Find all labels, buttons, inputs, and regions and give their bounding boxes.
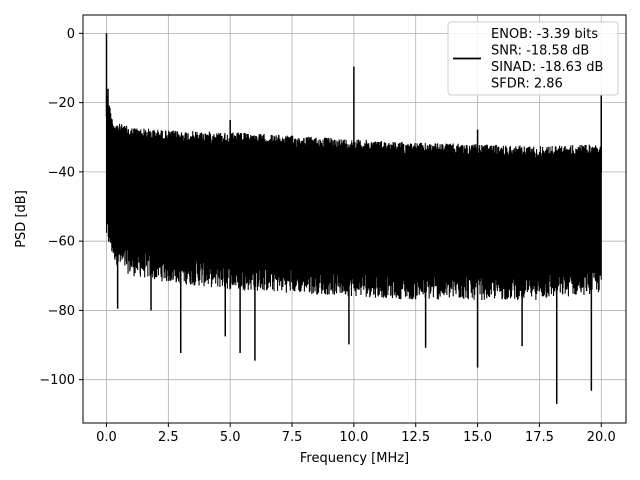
axis-ticks: 0.0 2.5 5.0 7.5 10.0 12.5 15.0 17.5 20.0 0 −20 −40 −… bbox=[39, 27, 615, 445]
psd-series-line bbox=[105, 96, 602, 300]
legend-box bbox=[447, 21, 619, 96]
plot-area bbox=[105, 33, 603, 404]
x-tick-label: 20.0 bbox=[587, 430, 616, 445]
legend-line-3: SINAD: -18.63 dB bbox=[491, 60, 603, 75]
x-tick-label: 7.5 bbox=[282, 430, 303, 445]
x-tick-label: 2.5 bbox=[158, 430, 179, 445]
x-tick-label: 17.5 bbox=[525, 430, 554, 445]
y-tick-label: −20 bbox=[48, 96, 75, 111]
legend-line-1: ENOB: -3.39 bits bbox=[491, 27, 598, 42]
y-tick-label: −80 bbox=[48, 304, 75, 319]
legend-line-2: SNR: -18.58 dB bbox=[491, 44, 589, 59]
x-tick-label: 12.5 bbox=[401, 430, 430, 445]
x-tick-label: 15.0 bbox=[463, 430, 492, 445]
plot-frame bbox=[82, 14, 627, 424]
y-tick-label: −60 bbox=[48, 235, 75, 250]
y-tick-label: −40 bbox=[48, 165, 75, 180]
x-tick-label: 10.0 bbox=[339, 430, 368, 445]
x-tick-label: 0.0 bbox=[96, 430, 117, 445]
legend-line-4: SFDR: 2.86 bbox=[491, 77, 563, 92]
y-tick-label: −100 bbox=[39, 373, 75, 388]
legend: ENOB: -3.39 bits SNR: -18.58 dB SINAD: -… bbox=[447, 21, 619, 96]
y-tick-label: 0 bbox=[67, 27, 75, 42]
x-axis-label: Frequency [MHz] bbox=[300, 451, 409, 466]
x-tick-label: 5.0 bbox=[220, 430, 241, 445]
y-axis-label: PSD [dB] bbox=[14, 190, 29, 248]
